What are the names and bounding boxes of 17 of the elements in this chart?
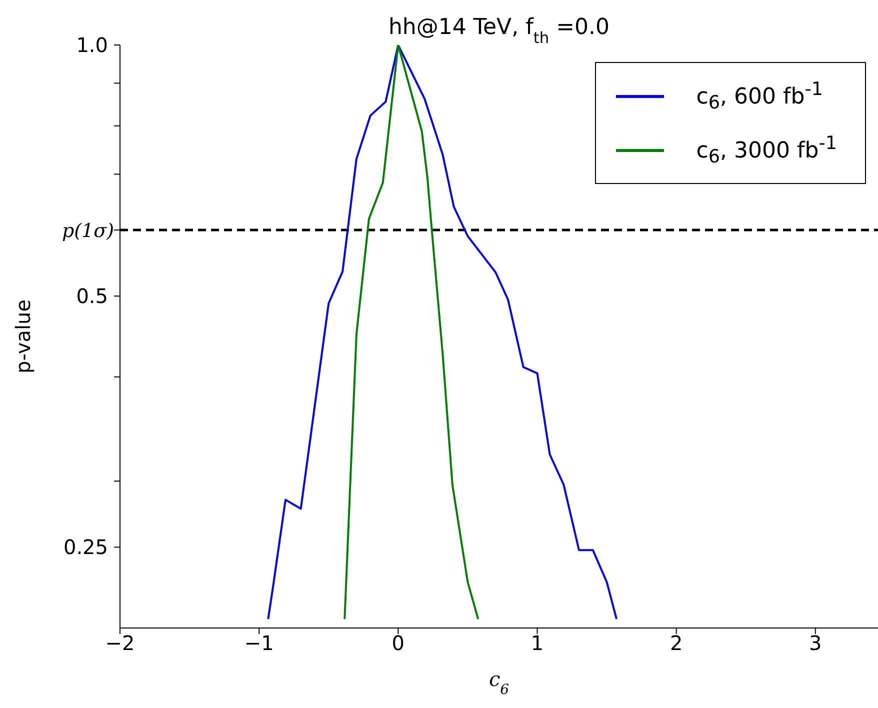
line-series [267,45,618,620]
x-tick-label: −1 [244,631,274,656]
y-axis-title: p-value [11,299,35,374]
chart-title: hh@14 TeV, f$_{th}$ =0.0 [388,15,610,47]
y-tick-label: 1.0 [76,33,108,57]
legend-label: c$_{6}$, 3000 fb$^{-1}$ [696,132,837,168]
x-tick-label: 1 [530,631,544,656]
line-series [344,45,480,620]
x-axis-title: c$_{6}$ [488,667,510,698]
y-tick-label: 0.25 [63,535,108,560]
x-tick-label: −2 [105,631,135,656]
y-tick-label: 0.5 [76,284,108,308]
x-tick-label: 3 [809,631,822,656]
x-tick-label: 0 [392,631,405,656]
x-tick-label: 2 [670,631,683,656]
ref-line-label: p(1σ) [62,220,114,242]
legend-label: c$_{6}$, 600 fb$^{-1}$ [696,78,823,114]
